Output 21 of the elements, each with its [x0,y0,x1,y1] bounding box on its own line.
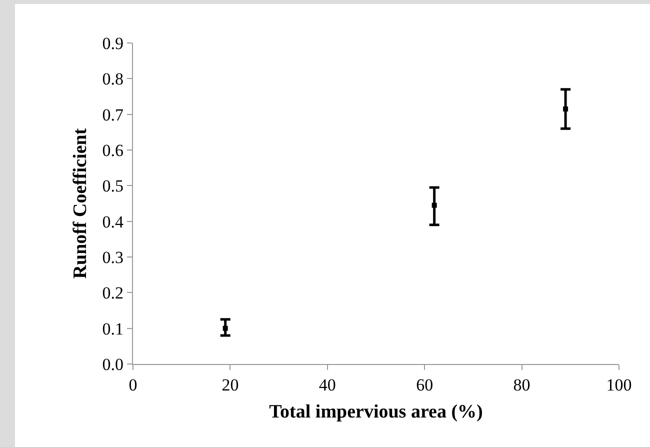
x-tick-label: 0 [128,376,138,394]
x-tick-label: 80 [513,376,530,394]
y-tick-label: 0.2 [102,284,124,303]
x-tick-label: 20 [222,376,239,394]
point [222,326,228,331]
y-tick-label: 0.3 [102,248,124,267]
point [432,202,437,208]
y-tick-label: 0.7 [102,105,124,124]
x-axis-title: Total impervious area (%) [269,401,483,422]
y-axis-title: Runoff Coefficient [70,128,92,279]
x-tick-label: 40 [318,376,336,394]
y-tick-label: 0.9 [102,34,124,53]
y-tick-label: 0.5 [102,176,124,196]
y-tick-label: 0.0 [102,354,124,374]
x-tick-label: 60 [416,376,434,394]
y-tick-label: 0.1 [102,319,124,338]
y-tick-label: 0.4 [102,212,124,232]
x-tick-label: 100 [606,376,632,394]
y-tick-label: 0.8 [102,70,124,89]
point [563,106,568,112]
y-tick-label: 0.6 [102,140,124,160]
